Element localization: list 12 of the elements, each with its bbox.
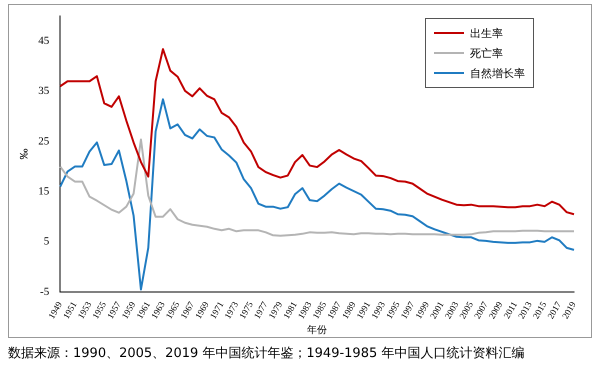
y-tick-label: 25 [38, 135, 50, 148]
source-note: 数据来源：1990、2005、2019 年中国统计年鉴；1949-1985 年中国人口统计资料汇编 [8, 345, 524, 362]
y-axis-title: ‰ [18, 148, 31, 160]
x-axis-title: 年份 [307, 324, 328, 336]
y-tick-label: 45 [38, 34, 50, 47]
y-tick-label: -5 [40, 286, 50, 298]
legend-label: 死亡率 [470, 46, 503, 60]
y-tick-label: 15 [38, 186, 50, 198]
legend-label: 出生率 [470, 26, 503, 40]
y-tick-label: 5 [44, 236, 50, 248]
y-tick-label: 35 [38, 85, 50, 98]
legend-label: 自然增长率 [470, 66, 525, 80]
